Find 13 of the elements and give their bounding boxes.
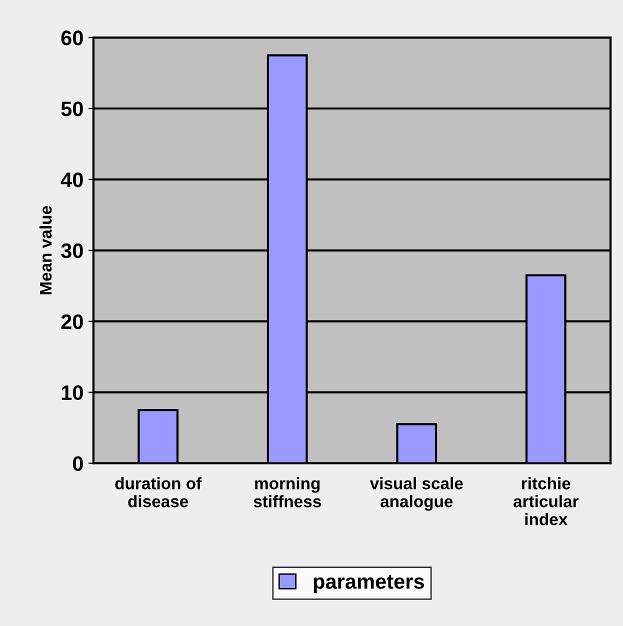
legend-label: parameters: [314, 575, 424, 593]
y-tick-label: 10: [62, 385, 83, 400]
x-tick-label: ritchie articular index: [514, 477, 579, 526]
y-tick-label: 0: [72, 456, 83, 471]
y-tick-label: 30: [61, 243, 83, 258]
y-tick-label: 40: [60, 172, 83, 188]
y-tick-label: 50: [61, 102, 83, 116]
y-axis-title: Mean value: [39, 206, 52, 294]
x-tick-label: duration of disease: [115, 477, 202, 508]
x-tick-label: morning stiffness: [254, 477, 321, 508]
x-tick-label: visual scale analogue: [370, 477, 463, 511]
y-tick-label: 20: [61, 314, 83, 330]
y-tick-label: 60: [61, 30, 83, 46]
